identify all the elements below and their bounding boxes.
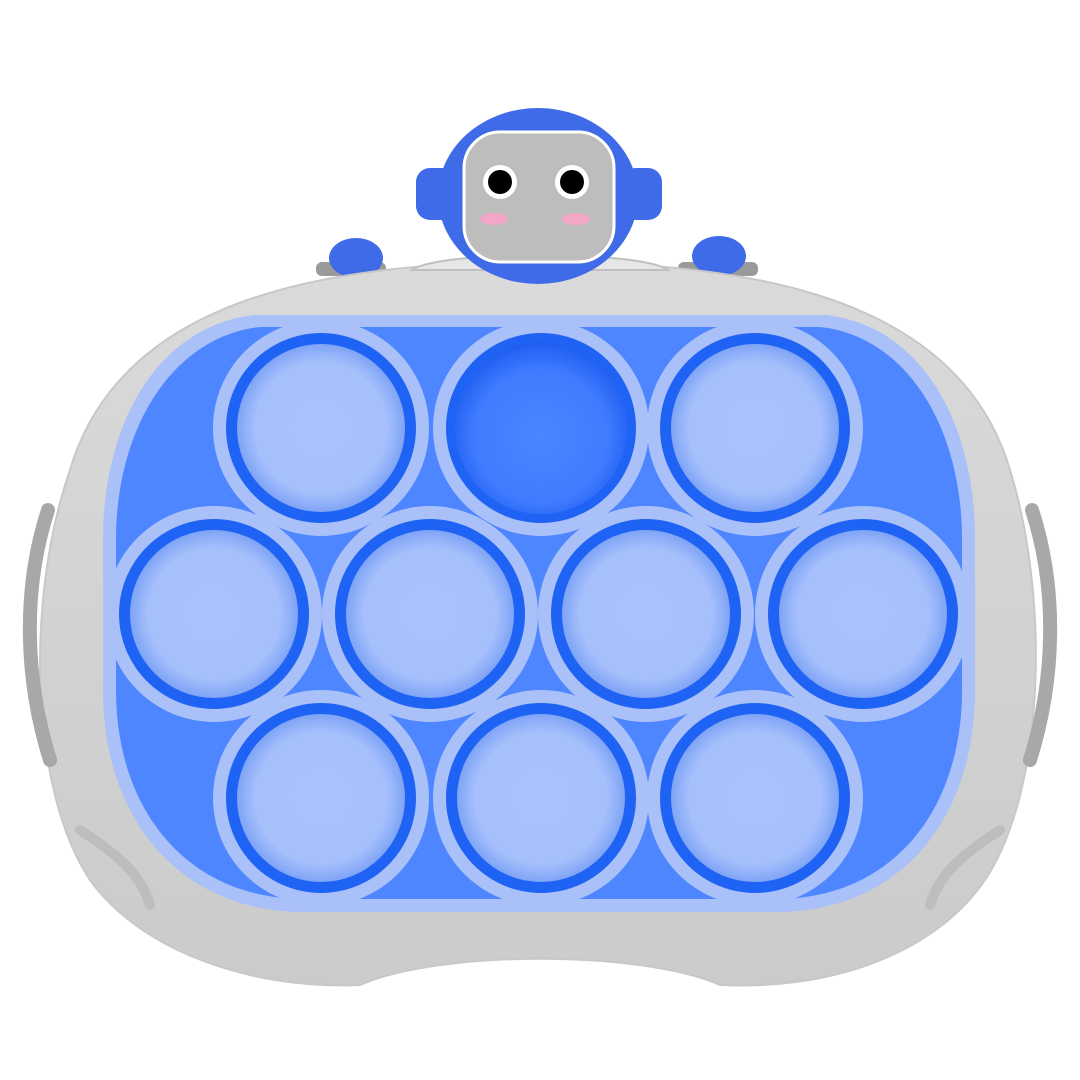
pop-button-b9[interactable] <box>433 690 649 906</box>
pop-button-b2[interactable] <box>433 320 649 536</box>
pop-button-b7[interactable] <box>755 506 971 722</box>
robot-left-eye <box>483 165 517 199</box>
robot-mascot <box>416 108 662 284</box>
pop-button-face <box>237 714 405 882</box>
pop-button-b4[interactable] <box>106 506 322 722</box>
pop-button-face <box>457 714 625 882</box>
pop-button-face <box>130 530 298 698</box>
pop-button-b5[interactable] <box>322 506 538 722</box>
pop-button-face <box>779 530 947 698</box>
pop-button-face <box>237 344 405 512</box>
left-top-knob[interactable] <box>316 238 386 278</box>
pop-button-b10[interactable] <box>647 690 863 906</box>
pop-button-b3[interactable] <box>647 320 863 536</box>
pop-buttons-grid <box>106 320 971 906</box>
robot-right-cheek <box>562 213 590 225</box>
pop-button-face <box>562 530 730 698</box>
right-grip <box>1023 503 1058 767</box>
robot-left-cheek <box>480 213 508 225</box>
pop-button-b6[interactable] <box>538 506 754 722</box>
pop-button-b8[interactable] <box>213 690 429 906</box>
robot-right-eye <box>555 165 589 199</box>
pop-button-face <box>671 714 839 882</box>
left-bottom-grip <box>75 825 155 910</box>
pop-button-b1[interactable] <box>213 320 429 536</box>
right-bottom-grip <box>925 825 1005 910</box>
pop-button-face-pressed <box>455 342 627 514</box>
pop-button-face <box>671 344 839 512</box>
robot-face <box>462 130 616 264</box>
left-grip <box>22 503 57 767</box>
pop-button-face <box>346 530 514 698</box>
